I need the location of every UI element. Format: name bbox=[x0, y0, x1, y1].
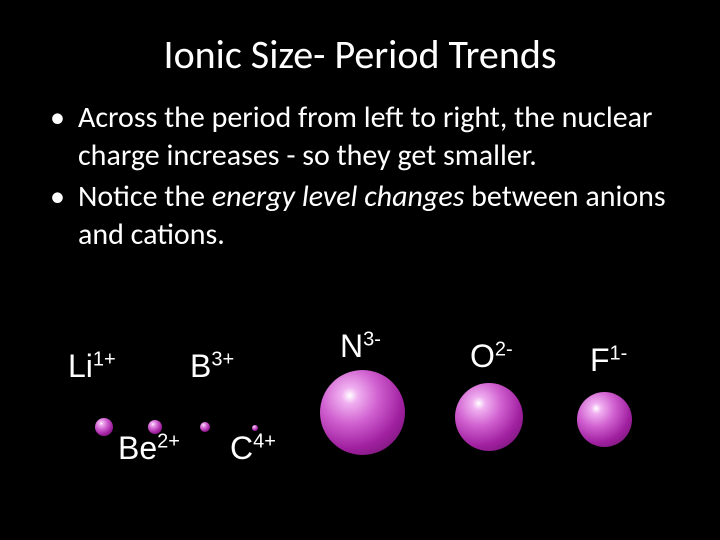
bullet-text-pre: Notice the bbox=[78, 178, 212, 215]
ion-element: B bbox=[190, 348, 211, 384]
ion-sphere-o bbox=[455, 383, 523, 451]
ion-charge: 4+ bbox=[253, 430, 276, 452]
bullet-list: Across the period from left to right, th… bbox=[50, 99, 680, 253]
ion-label-be: Be2+ bbox=[118, 430, 180, 467]
ion-label-f: F1- bbox=[590, 342, 627, 379]
ion-sphere-f bbox=[577, 392, 632, 447]
ion-diagram: Li1+ Be2+ B3+ C4+ N3- O2- F1- bbox=[0, 310, 720, 540]
ion-sphere-b bbox=[200, 422, 210, 432]
ion-label-b: B3+ bbox=[190, 348, 234, 385]
ion-sphere-li bbox=[95, 418, 113, 436]
ion-element: Be bbox=[118, 430, 157, 466]
ion-element: O bbox=[470, 338, 495, 374]
ion-charge: 3+ bbox=[211, 348, 234, 370]
ion-charge: 2+ bbox=[157, 430, 180, 452]
ion-charge: 1+ bbox=[93, 348, 116, 370]
bullet-text-pre: Across the period from left to right, th… bbox=[78, 99, 653, 174]
ion-element: C bbox=[230, 430, 253, 466]
bullet-item: Across the period from left to right, th… bbox=[50, 99, 680, 174]
ion-charge: 3- bbox=[363, 328, 381, 350]
bullet-item: Notice the energy level changes between … bbox=[50, 178, 680, 253]
ion-charge: 2- bbox=[495, 338, 513, 360]
ion-label-n: N3- bbox=[340, 328, 381, 365]
slide-title: Ionic Size- Period Trends bbox=[40, 30, 680, 79]
ion-charge: 1- bbox=[610, 342, 628, 364]
ion-sphere-be bbox=[148, 420, 162, 434]
slide: Ionic Size- Period Trends Across the per… bbox=[0, 0, 720, 540]
ion-element: N bbox=[340, 328, 363, 364]
ion-sphere-c bbox=[252, 425, 258, 431]
ion-label-o: O2- bbox=[470, 338, 513, 375]
ion-element: F bbox=[590, 342, 610, 378]
ion-sphere-n bbox=[320, 370, 405, 455]
bullet-text-italic: energy level changes bbox=[212, 178, 465, 215]
ion-element: Li bbox=[68, 348, 93, 384]
ion-label-c: C4+ bbox=[230, 430, 276, 467]
ion-label-li: Li1+ bbox=[68, 348, 116, 385]
